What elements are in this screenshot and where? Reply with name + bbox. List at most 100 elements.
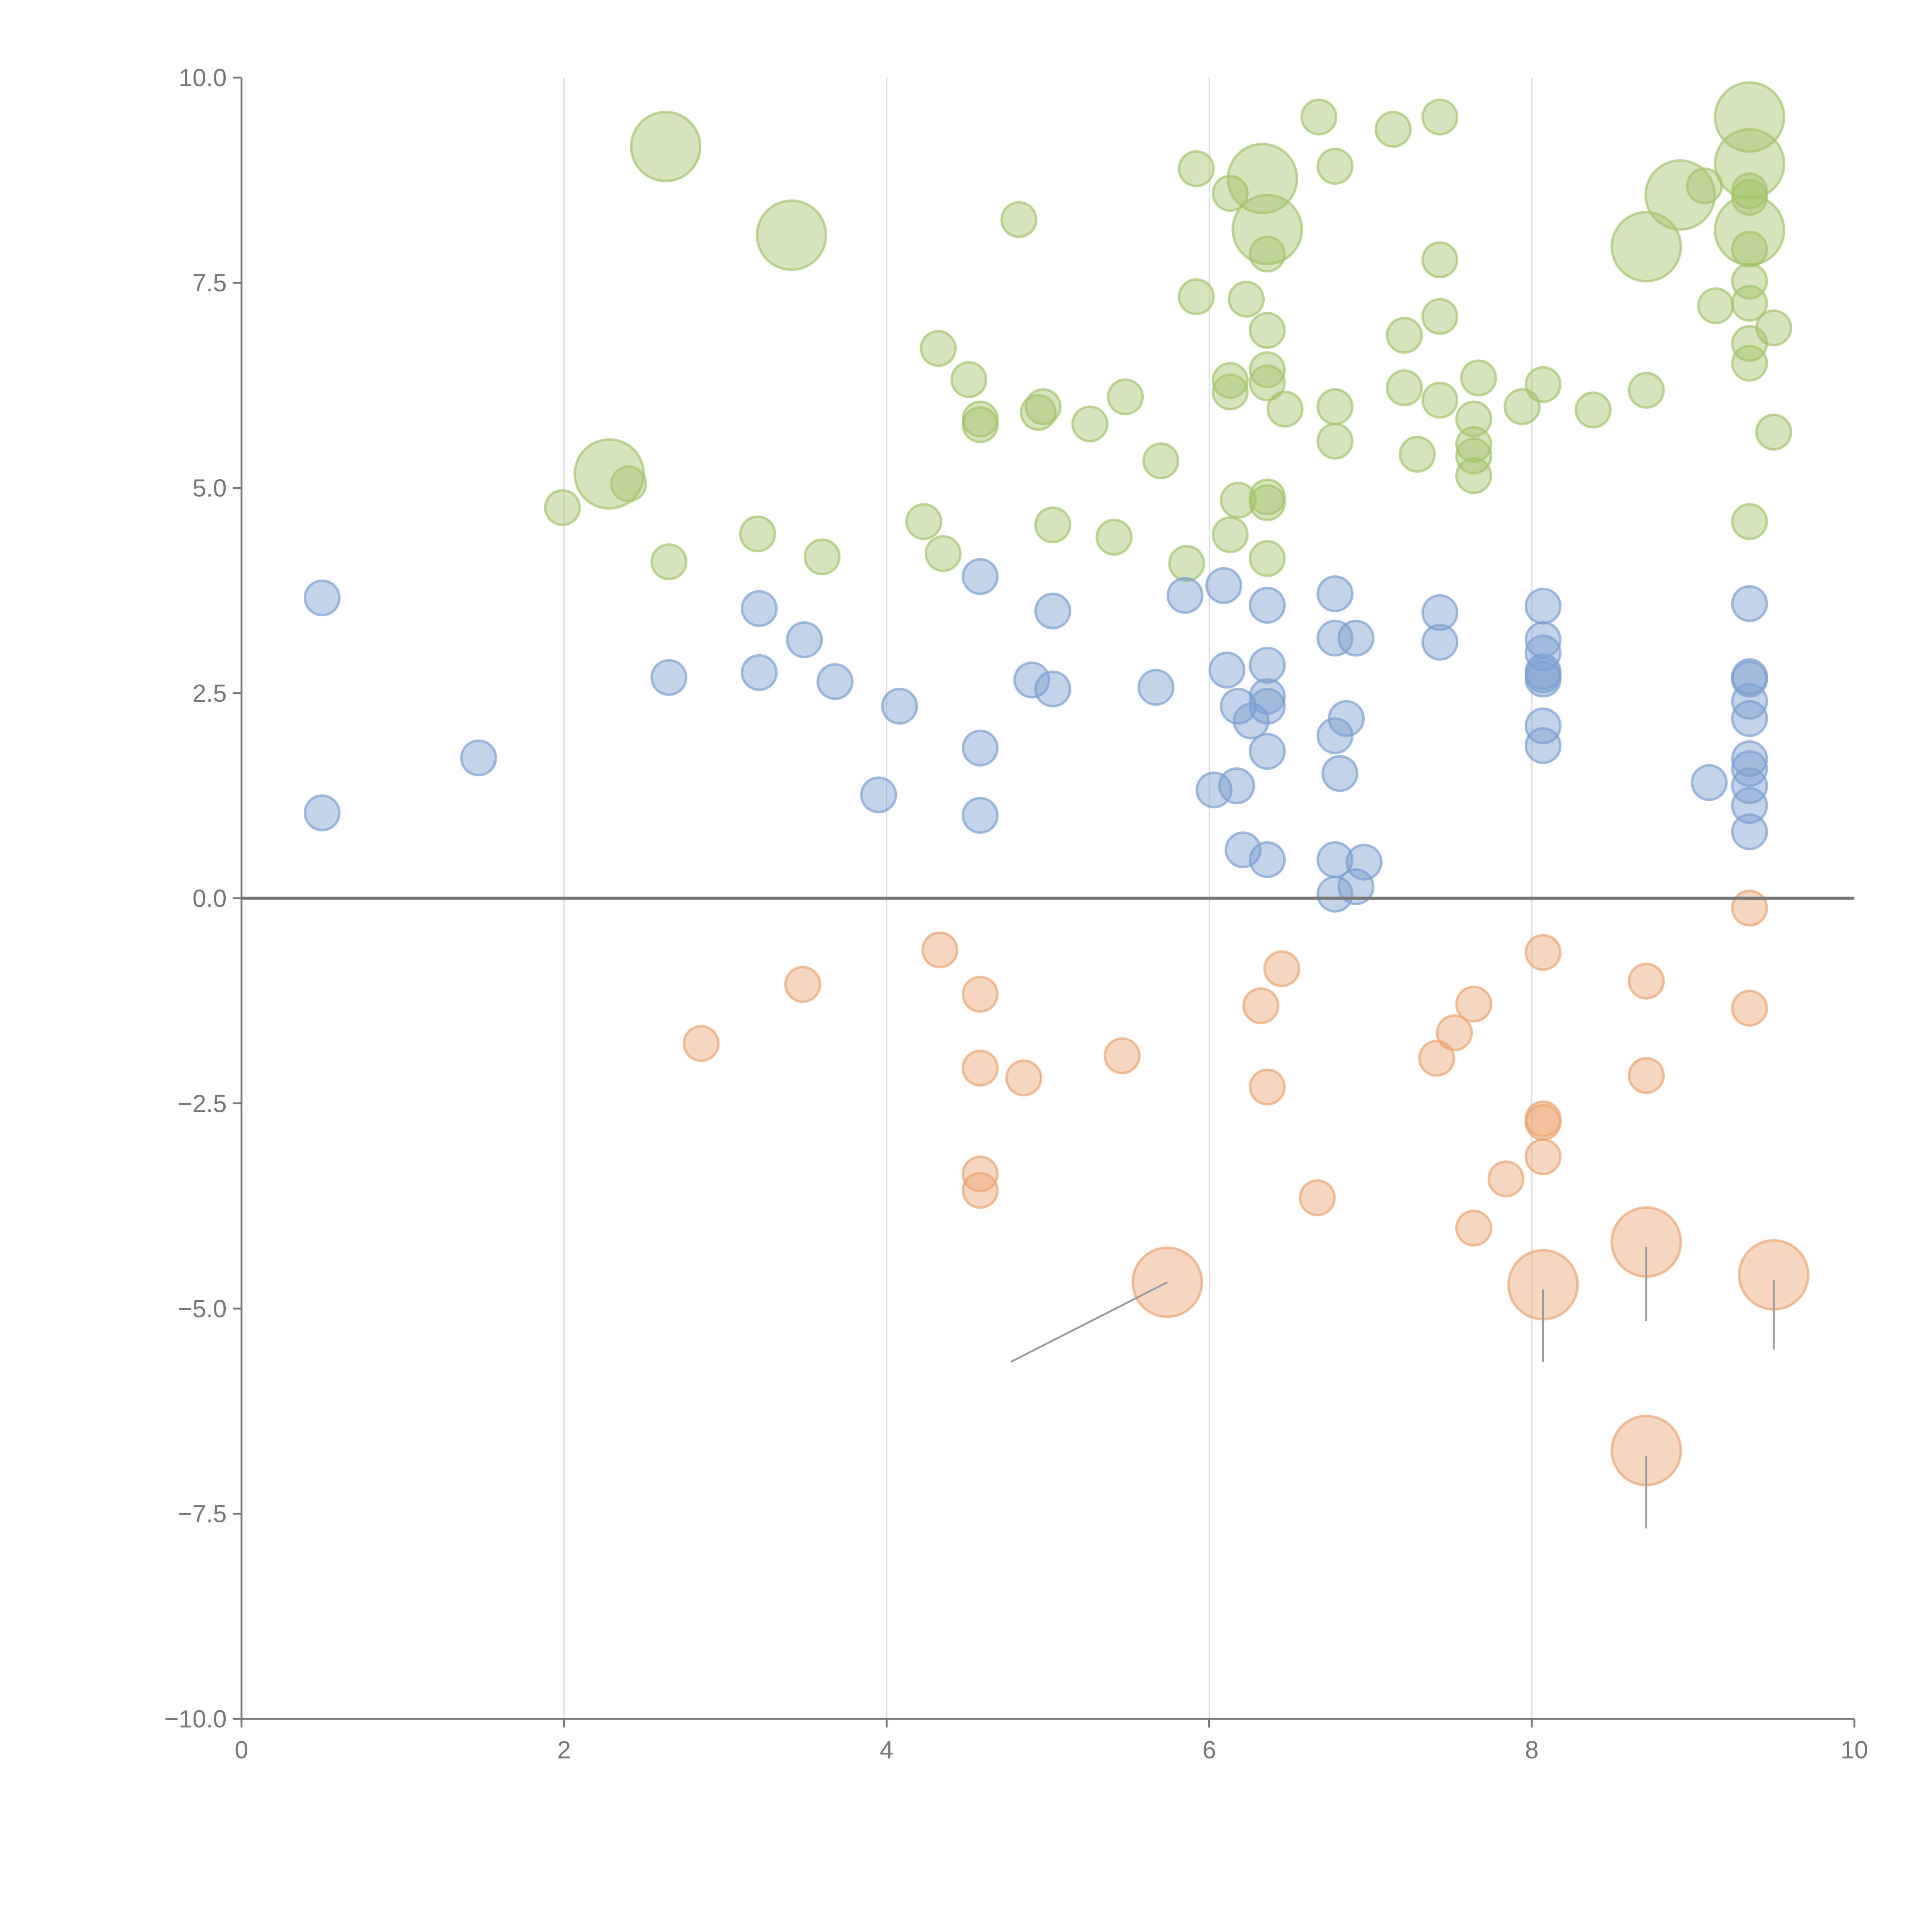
blue-point bbox=[1248, 687, 1286, 725]
axes: 0 2 4 6 8 10 10.0 7.5 5.0 2.5 0.0 −2.5 −5.0 −7.5 −10.0 bbox=[164, 64, 1868, 1764]
blue-point bbox=[881, 687, 918, 725]
green-point bbox=[1644, 159, 1716, 231]
blue-point bbox=[1524, 660, 1562, 698]
blue-point bbox=[1337, 868, 1375, 905]
green-point bbox=[1455, 400, 1492, 438]
green-point bbox=[1697, 287, 1734, 325]
green-point bbox=[573, 438, 645, 510]
blue-point bbox=[1248, 733, 1286, 770]
green-point bbox=[1460, 359, 1497, 397]
blue-point bbox=[961, 797, 999, 834]
green-point bbox=[1024, 388, 1062, 425]
green-point bbox=[1731, 325, 1768, 362]
x-tick-label: 0 bbox=[235, 1736, 248, 1764]
blue-point bbox=[1013, 661, 1051, 699]
y-tick-label: 5.0 bbox=[192, 474, 227, 502]
green-point bbox=[755, 199, 827, 271]
green-point bbox=[961, 406, 999, 444]
green-point bbox=[1071, 405, 1109, 442]
blue-point bbox=[1248, 646, 1286, 684]
green-point bbox=[1374, 111, 1412, 148]
green-point bbox=[544, 489, 581, 526]
green-point bbox=[1455, 426, 1492, 463]
orange-point bbox=[1436, 1014, 1473, 1051]
blue-point bbox=[741, 654, 778, 691]
orange-point bbox=[1248, 1068, 1286, 1105]
blue-point bbox=[1731, 740, 1768, 777]
blue-point bbox=[1316, 717, 1354, 754]
blue-point bbox=[1321, 755, 1359, 792]
green-point bbox=[650, 543, 687, 580]
orange-point bbox=[1104, 1037, 1141, 1075]
green-point bbox=[1316, 148, 1354, 185]
orange-point bbox=[682, 1025, 720, 1062]
green-point bbox=[1095, 519, 1133, 556]
green-point bbox=[1266, 391, 1304, 428]
green-point bbox=[1316, 422, 1354, 460]
orange-point bbox=[1455, 1209, 1492, 1247]
x-tick-label: 6 bbox=[1202, 1736, 1216, 1764]
orange-point bbox=[961, 976, 999, 1013]
orange-point bbox=[1524, 1138, 1562, 1175]
green-point bbox=[1503, 388, 1541, 425]
green-point bbox=[1178, 278, 1215, 315]
blue-point bbox=[303, 794, 341, 832]
y-tick-label: 10.0 bbox=[179, 64, 227, 92]
blue-point bbox=[1205, 567, 1242, 604]
blue-point bbox=[1731, 787, 1768, 824]
green-point bbox=[1211, 516, 1249, 553]
green-point bbox=[1628, 372, 1665, 409]
green-point bbox=[1316, 388, 1354, 425]
data-points bbox=[303, 81, 1810, 1486]
orange-point bbox=[1455, 985, 1492, 1023]
blue-point bbox=[1731, 700, 1768, 737]
orange-point bbox=[784, 966, 821, 1003]
orange-point bbox=[1628, 963, 1665, 1000]
blue-point bbox=[1421, 594, 1459, 631]
blue-point bbox=[1524, 634, 1562, 672]
green-point bbox=[1421, 99, 1459, 136]
orange-point bbox=[1005, 1059, 1043, 1097]
green-point bbox=[1168, 545, 1205, 582]
blue-point bbox=[1034, 592, 1071, 630]
blue-point bbox=[1731, 813, 1768, 850]
blue-point bbox=[1248, 841, 1286, 878]
blue-point bbox=[1524, 727, 1562, 764]
blue-point bbox=[741, 590, 778, 627]
green-point bbox=[1248, 351, 1286, 388]
green-point bbox=[1000, 201, 1037, 238]
green-point bbox=[1386, 316, 1423, 354]
blue-point bbox=[1345, 844, 1383, 881]
blue-point bbox=[650, 659, 687, 696]
blue-point bbox=[1218, 767, 1255, 804]
green-point bbox=[1300, 99, 1338, 136]
green-point bbox=[1611, 211, 1682, 282]
blue-point bbox=[860, 776, 897, 813]
green-point bbox=[1731, 230, 1768, 268]
x-tick-label: 4 bbox=[880, 1736, 893, 1764]
orange-point bbox=[1628, 1057, 1665, 1094]
green-point bbox=[905, 503, 942, 540]
orange-point bbox=[1487, 1160, 1525, 1197]
orange-point bbox=[1524, 934, 1562, 971]
orange-point bbox=[1731, 889, 1768, 927]
blue-point bbox=[460, 739, 497, 777]
y-tick-label: −5.0 bbox=[178, 1295, 227, 1323]
orange-point bbox=[1418, 1039, 1455, 1077]
orange-point bbox=[921, 931, 959, 969]
blue-point bbox=[1316, 876, 1354, 913]
y-tick-label: 7.5 bbox=[192, 269, 227, 297]
green-point bbox=[1575, 391, 1612, 429]
green-point bbox=[803, 538, 841, 575]
green-point bbox=[1731, 285, 1768, 322]
green-point bbox=[630, 111, 702, 182]
blue-point bbox=[1196, 771, 1233, 809]
blue-point bbox=[1731, 660, 1768, 698]
green-point bbox=[1714, 128, 1786, 200]
blue-point bbox=[1225, 831, 1262, 869]
blue-point bbox=[961, 558, 999, 595]
green-point bbox=[1248, 364, 1286, 401]
green-point bbox=[1226, 143, 1298, 214]
x-tick-label: 8 bbox=[1525, 1736, 1539, 1764]
